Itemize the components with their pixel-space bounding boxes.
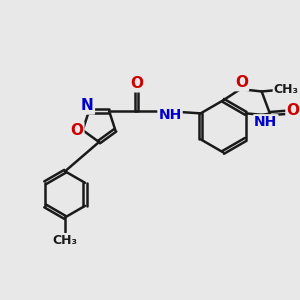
Text: O: O	[235, 75, 248, 90]
Text: N: N	[81, 98, 94, 113]
Text: O: O	[286, 103, 299, 118]
Text: CH₃: CH₃	[274, 83, 299, 97]
Text: O: O	[70, 123, 83, 138]
Text: NH: NH	[254, 115, 278, 129]
Text: NH: NH	[158, 107, 182, 122]
Text: CH₃: CH₃	[52, 234, 77, 247]
Text: O: O	[130, 76, 143, 91]
